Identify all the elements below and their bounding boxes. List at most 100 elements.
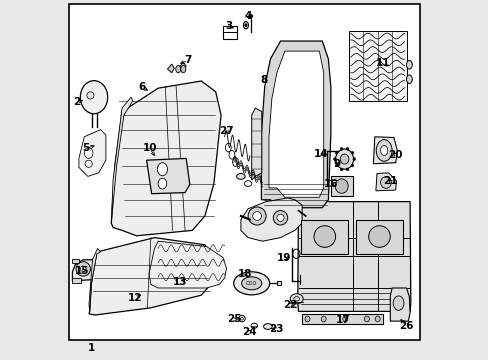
Polygon shape bbox=[89, 238, 215, 315]
Ellipse shape bbox=[247, 207, 265, 225]
Bar bbox=[302, 314, 382, 324]
Bar bbox=[276, 281, 280, 285]
Ellipse shape bbox=[335, 151, 338, 154]
Polygon shape bbox=[79, 130, 106, 176]
Ellipse shape bbox=[80, 266, 86, 272]
Text: 6: 6 bbox=[138, 82, 145, 92]
Ellipse shape bbox=[364, 316, 368, 322]
Ellipse shape bbox=[346, 147, 348, 150]
Ellipse shape bbox=[333, 158, 336, 161]
Polygon shape bbox=[178, 62, 186, 71]
Ellipse shape bbox=[244, 24, 246, 27]
Polygon shape bbox=[261, 41, 330, 208]
Text: 20: 20 bbox=[387, 150, 402, 160]
Text: 24: 24 bbox=[242, 327, 257, 337]
Ellipse shape bbox=[406, 60, 411, 69]
Text: 10: 10 bbox=[142, 143, 157, 153]
Text: 25: 25 bbox=[227, 314, 242, 324]
Ellipse shape bbox=[243, 22, 248, 29]
Text: 14: 14 bbox=[313, 149, 327, 159]
Text: 12: 12 bbox=[127, 293, 142, 303]
Ellipse shape bbox=[321, 316, 325, 322]
Ellipse shape bbox=[76, 262, 90, 276]
Ellipse shape bbox=[249, 14, 252, 18]
Ellipse shape bbox=[241, 277, 261, 290]
Ellipse shape bbox=[273, 211, 287, 225]
Ellipse shape bbox=[352, 158, 355, 161]
Polygon shape bbox=[297, 202, 410, 311]
Ellipse shape bbox=[350, 164, 353, 167]
Ellipse shape bbox=[374, 316, 380, 322]
Text: 7: 7 bbox=[184, 55, 192, 66]
Ellipse shape bbox=[313, 226, 335, 247]
Text: 23: 23 bbox=[269, 324, 283, 334]
Polygon shape bbox=[146, 158, 189, 194]
Ellipse shape bbox=[175, 66, 181, 73]
Text: 3: 3 bbox=[224, 21, 232, 31]
Text: 21: 21 bbox=[382, 176, 397, 186]
Ellipse shape bbox=[263, 324, 272, 329]
Text: 2: 2 bbox=[73, 96, 80, 107]
Bar bbox=[348, 31, 406, 101]
Text: 1: 1 bbox=[88, 343, 95, 353]
Text: 9: 9 bbox=[332, 159, 340, 169]
Text: OOO: OOO bbox=[245, 281, 257, 286]
Ellipse shape bbox=[350, 151, 353, 154]
Ellipse shape bbox=[392, 296, 403, 310]
Ellipse shape bbox=[289, 294, 303, 304]
Ellipse shape bbox=[233, 272, 269, 295]
Ellipse shape bbox=[380, 145, 387, 156]
Bar bbox=[72, 259, 79, 263]
Text: 17: 17 bbox=[335, 315, 350, 325]
Polygon shape bbox=[149, 241, 226, 288]
Text: 22: 22 bbox=[283, 300, 297, 310]
Text: 8: 8 bbox=[260, 75, 266, 85]
Polygon shape bbox=[111, 81, 221, 236]
Ellipse shape bbox=[157, 163, 167, 176]
Ellipse shape bbox=[335, 179, 347, 193]
Polygon shape bbox=[268, 51, 323, 197]
Text: 27: 27 bbox=[219, 126, 234, 136]
Polygon shape bbox=[89, 248, 101, 311]
Bar bbox=[355, 220, 402, 254]
Ellipse shape bbox=[340, 147, 342, 150]
Text: 19: 19 bbox=[276, 253, 290, 263]
Text: 26: 26 bbox=[398, 321, 412, 331]
Ellipse shape bbox=[340, 168, 342, 171]
Ellipse shape bbox=[340, 154, 348, 164]
Text: 13: 13 bbox=[173, 276, 187, 287]
Ellipse shape bbox=[305, 316, 309, 322]
Text: 18: 18 bbox=[237, 269, 252, 279]
Ellipse shape bbox=[380, 177, 390, 188]
Ellipse shape bbox=[368, 226, 389, 247]
Polygon shape bbox=[251, 108, 261, 180]
Ellipse shape bbox=[158, 178, 166, 189]
Text: 4: 4 bbox=[244, 11, 251, 21]
Polygon shape bbox=[389, 288, 409, 321]
Polygon shape bbox=[375, 173, 396, 191]
Ellipse shape bbox=[276, 214, 284, 221]
Ellipse shape bbox=[406, 75, 411, 84]
Text: 11: 11 bbox=[375, 58, 389, 68]
Text: 16: 16 bbox=[323, 179, 338, 189]
Ellipse shape bbox=[236, 174, 244, 179]
Polygon shape bbox=[167, 64, 174, 73]
Polygon shape bbox=[72, 259, 125, 281]
Polygon shape bbox=[330, 176, 352, 196]
Ellipse shape bbox=[335, 164, 338, 167]
Polygon shape bbox=[373, 137, 397, 164]
Ellipse shape bbox=[87, 92, 94, 99]
Ellipse shape bbox=[375, 140, 391, 161]
Bar bbox=[301, 220, 347, 254]
Ellipse shape bbox=[342, 316, 347, 322]
Ellipse shape bbox=[80, 81, 107, 114]
Text: 15: 15 bbox=[74, 266, 89, 276]
Bar bbox=[223, 26, 236, 39]
Ellipse shape bbox=[335, 149, 353, 169]
Ellipse shape bbox=[252, 212, 261, 220]
Text: 5: 5 bbox=[82, 143, 89, 153]
Polygon shape bbox=[111, 97, 133, 223]
Polygon shape bbox=[241, 198, 302, 241]
Ellipse shape bbox=[181, 66, 185, 73]
Bar bbox=[72, 278, 81, 283]
